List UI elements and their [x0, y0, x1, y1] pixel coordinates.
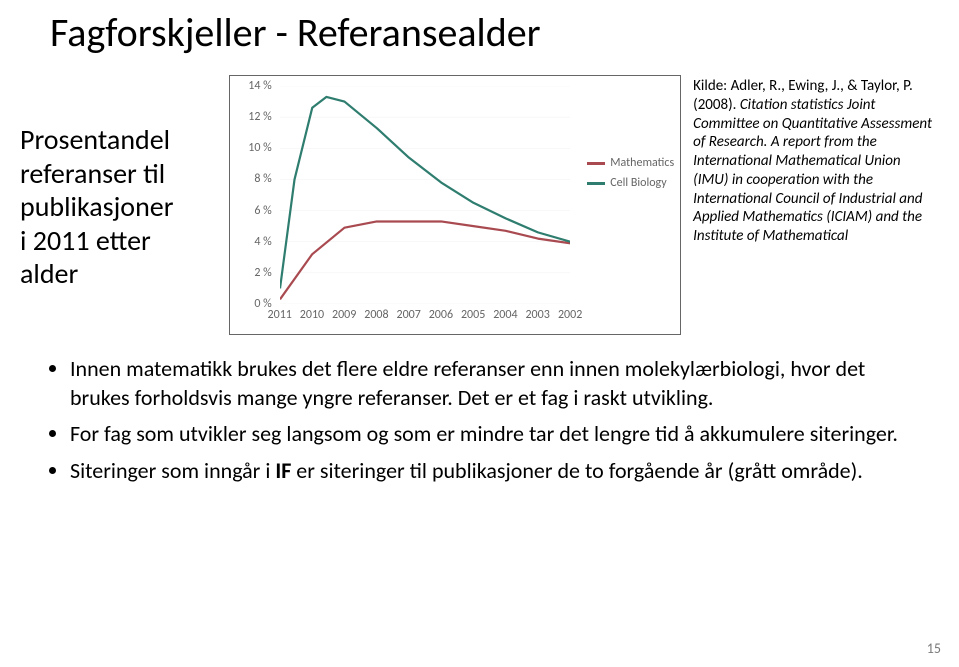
- bullet-text: er siteringer til publikasjoner de to fo…: [291, 457, 863, 484]
- plot-area: [280, 86, 570, 304]
- x-tick-label: 2010: [300, 308, 324, 322]
- legend-swatch: [587, 182, 605, 185]
- x-tick-label: 2011: [268, 308, 292, 322]
- y-tick-label: 12 %: [248, 110, 271, 124]
- bullet-item: Siteringer som inngår i IF er siteringer…: [70, 457, 919, 486]
- bullet-item: For fag som utvikler seg langsom og som …: [70, 420, 919, 449]
- y-tick-label: 8 %: [254, 172, 271, 186]
- y-tick-label: 2 %: [254, 266, 271, 280]
- legend-label: Mathematics: [610, 156, 674, 170]
- page-number: 15: [927, 640, 941, 657]
- x-tick-label: 2003: [525, 308, 549, 322]
- x-tick-label: 2006: [429, 308, 453, 322]
- y-tick-label: 14 %: [248, 79, 271, 93]
- y-tick-label: 4 %: [254, 235, 271, 249]
- chart-svg: [280, 86, 570, 304]
- x-tick-label: 2007: [396, 308, 420, 322]
- legend-swatch: [587, 162, 605, 165]
- line-chart: 0 %2 %4 %6 %8 %10 %12 %14 % 201120102009…: [229, 75, 681, 335]
- left-line: i 2011 etter: [20, 224, 217, 258]
- bullet-text: Siteringer som inngår i: [70, 457, 275, 484]
- bullet-list: Innen matematikk brukes det flere eldre …: [0, 335, 959, 485]
- y-tick-label: 6 %: [254, 204, 271, 218]
- citation-text: Kilde: Adler, R., Ewing, J., & Taylor, P…: [693, 75, 939, 335]
- left-line: referanser til: [20, 157, 217, 191]
- x-tick-label: 2002: [558, 308, 582, 322]
- left-line: Prosentandel: [20, 123, 217, 157]
- x-tick-label: 2004: [493, 308, 517, 322]
- left-caption: Prosentandel referanser til publikasjone…: [20, 75, 217, 335]
- content-row: Prosentandel referanser til publikasjone…: [0, 57, 959, 335]
- left-line: publikasjoner: [20, 190, 217, 224]
- x-tick-label: 2008: [364, 308, 388, 322]
- page-title: Fagforskjeller - Referansealder: [0, 0, 959, 57]
- legend-item: Mathematics: [587, 156, 674, 170]
- x-tick-label: 2009: [332, 308, 356, 322]
- bullet-item: Innen matematikk brukes det flere eldre …: [70, 355, 919, 412]
- legend: Mathematics Cell Biology: [587, 156, 674, 196]
- legend-item: Cell Biology: [587, 176, 674, 190]
- x-axis: 2011201020092008200720062005200420032002: [280, 308, 570, 328]
- x-tick-label: 2005: [461, 308, 485, 322]
- left-line: alder: [20, 257, 217, 291]
- y-tick-label: 10 %: [248, 141, 271, 155]
- bullet-bold: IF: [275, 457, 291, 484]
- citation-italic: Citation statistics Joint Committee on Q…: [693, 96, 932, 245]
- y-axis: 0 %2 %4 %6 %8 %10 %12 %14 %: [230, 86, 276, 304]
- legend-label: Cell Biology: [610, 176, 666, 190]
